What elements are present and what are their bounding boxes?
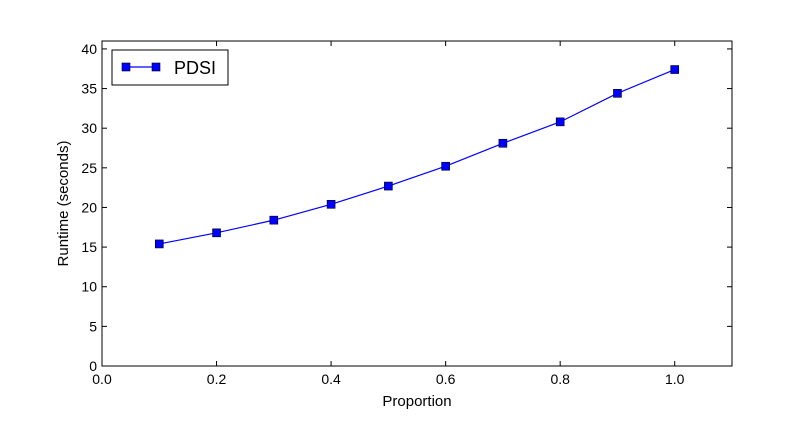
legend-box [111,49,229,86]
data-point [498,138,508,148]
x-tick-label: 0.6 [436,371,456,387]
data-point [384,181,393,191]
y-tick-label: 40 [81,41,97,57]
x-tick-label: 0.0 [92,371,112,387]
data-point [613,89,622,98]
y-axis-label: Runtime (seconds) [55,141,72,267]
y-tick-label: 10 [81,279,97,295]
plot-area [101,40,733,367]
y-axis: 0 5 10 15 20 25 30 35 40 [81,41,732,374]
x-axis: 0.0 0.2 0.4 0.6 0.8 1.0 [92,41,733,387]
x-tick-label: 1.0 [665,371,685,387]
y-tick-label: 30 [81,120,97,136]
y-tick-label: 5 [89,318,97,334]
x-tick-label: 0.2 [207,371,227,387]
y-tick-label: 15 [81,239,97,255]
legend: PDSI [111,49,229,86]
data-point [555,117,565,127]
x-tick-label: 0.4 [321,371,341,387]
data-point [441,161,450,171]
y-tick-label: 20 [81,199,97,215]
series-layer [154,65,680,249]
x-axis-label: Proportion [382,393,451,410]
y-tick-label: 25 [81,160,97,176]
data-point [670,65,680,74]
data-point [326,199,336,209]
y-tick-label: 0 [89,358,97,374]
series-line [159,68,675,245]
data-point [212,228,221,238]
x-tick-label: 0.8 [550,371,570,387]
legend-marker [151,62,161,72]
legend-entry-pdsi: PDSI [174,58,216,78]
y-tick-label: 35 [81,81,97,97]
axes-frame [101,40,733,367]
data-point [269,215,279,225]
legend-marker [121,62,131,72]
data-point [154,239,164,249]
